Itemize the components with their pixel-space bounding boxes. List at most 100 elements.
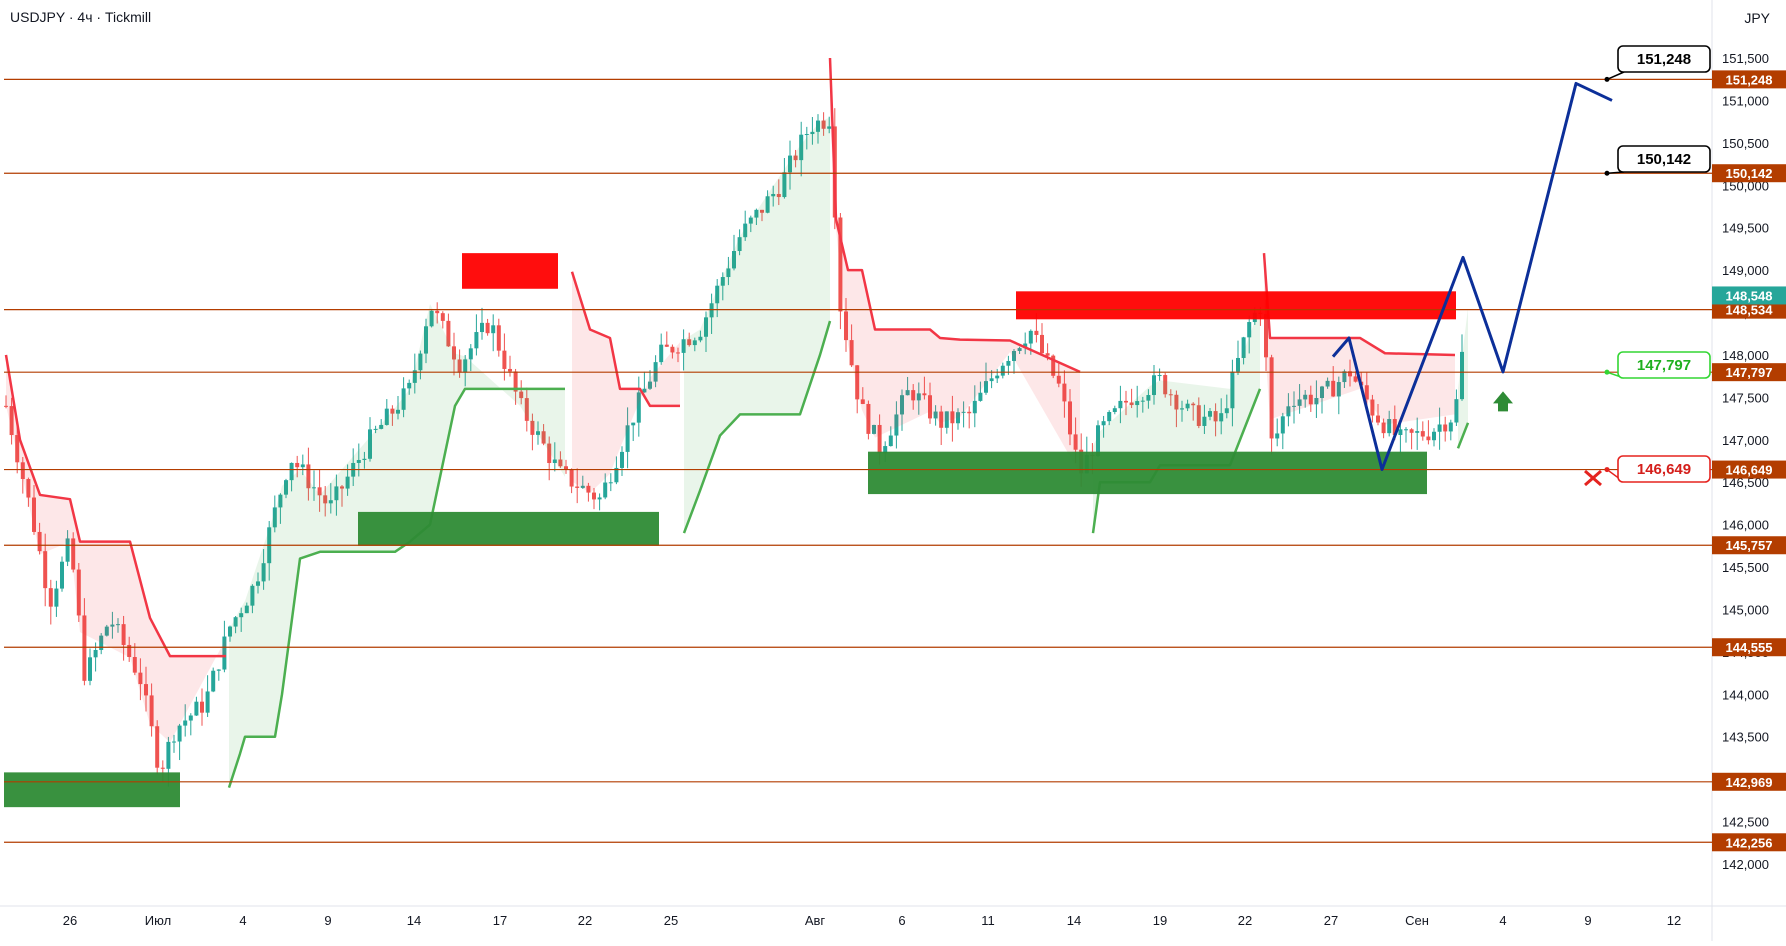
candle-body [194,701,199,716]
candle-body [110,624,115,627]
candle-body [1023,343,1028,349]
candle-body [911,390,916,401]
candle-body [950,411,955,424]
candle-body [412,370,417,383]
resistance-trail-line [570,271,680,408]
x-tick-label: 22 [1238,913,1252,928]
candle-body [54,588,59,607]
candle-body [1348,371,1352,377]
level-price-tag [1712,536,1786,555]
candle-body [1297,399,1302,406]
candle-body [1140,400,1145,402]
candle-body [502,350,507,369]
candle-body [692,340,697,346]
y-tick-label: 142,000 [1722,857,1769,872]
candle-body [642,388,647,393]
candle-body [261,563,266,582]
candle-body [513,371,518,392]
callout-label: 147,797 [1637,357,1691,374]
candle-body [900,395,904,415]
candle-body [76,569,81,616]
candle-body [788,155,792,173]
candle-body [463,359,468,373]
candle-body [188,715,193,721]
candle-body [452,346,456,360]
candle-body [323,495,328,504]
candle-body [776,193,781,198]
candle-body [256,581,260,586]
candle-body [1303,394,1308,400]
candle-body [407,382,412,389]
candle-body [4,405,8,407]
x-tick-label: Сен [1405,913,1429,928]
candle-body [1107,412,1112,422]
candle-body [804,134,809,136]
candle-body [956,412,960,424]
candle-body [1208,411,1212,417]
candle-body [1381,422,1386,434]
candle-body [1028,330,1033,344]
candle-body [1443,424,1448,432]
candle-body [961,411,966,413]
resistance-fill [830,58,1080,474]
candle-body [216,669,221,671]
candle-body [1034,330,1039,335]
candle-body [1056,375,1061,384]
x-tick-label: 27 [1324,913,1338,928]
support-fill [684,117,830,534]
candle-body [894,414,899,436]
candle-body [1241,337,1246,358]
candle-body [625,425,630,452]
candle-body [1224,408,1229,414]
candle-body [1336,382,1341,397]
candle-body [211,670,216,692]
candle-body [1398,429,1403,436]
candle-body [9,406,14,436]
candle-body [1202,416,1207,426]
candle-body [524,398,529,421]
callout-box [1617,455,1711,483]
candle-body [888,435,893,447]
candle-body [972,400,977,414]
candle-body [138,672,143,685]
y-tick-label: 142,500 [1722,815,1769,830]
candle-body [480,322,484,333]
candle-body [116,624,120,626]
candle-body [810,131,815,135]
candle-body [933,411,938,419]
candle-body [575,486,580,488]
candle-body [93,649,98,658]
candle-body [838,217,843,312]
x-tick-label: 12 [1667,913,1681,928]
candle-body [530,420,535,435]
candle-body [1432,431,1436,441]
candle-body [1460,351,1464,400]
x-tick-label: 26 [63,913,77,928]
x-tick-label: 4 [239,913,246,928]
callout-label: 150,142 [1637,151,1691,168]
zone-supply [1016,291,1456,320]
candle-body [1320,386,1324,399]
x-tick-label: 4 [1499,913,1506,928]
resistance-trail-line [828,57,1081,374]
candle-body [1040,334,1044,354]
candle-body [1118,400,1123,409]
candle-body [1376,415,1380,423]
candle-body [670,346,675,353]
candle-body [1112,408,1117,413]
y-tick-label: 146,500 [1722,475,1769,490]
candle-body [1404,429,1408,431]
candle-body [244,605,249,614]
candle-body [687,339,692,346]
stop-cross-icon [1584,469,1602,487]
candle-body [429,310,434,327]
candle-body [1006,360,1011,366]
candle-body [1101,421,1106,426]
candle-body [709,303,714,318]
candle-body [295,462,300,468]
candle-body [43,551,48,589]
candle-body [855,365,860,400]
callout-anchor [1604,369,1610,375]
